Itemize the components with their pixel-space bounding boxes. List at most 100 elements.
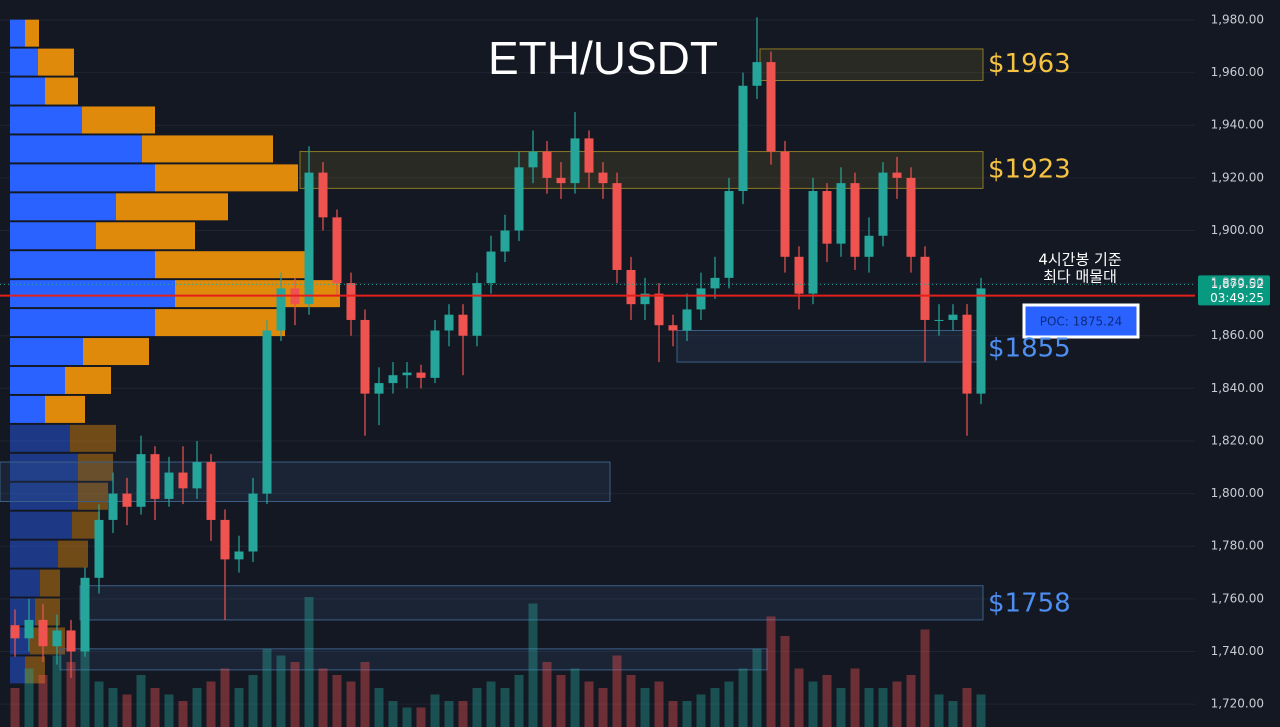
volume-bar bbox=[318, 668, 328, 727]
candle-body bbox=[66, 630, 76, 652]
candle-body bbox=[486, 251, 496, 284]
candle-body bbox=[626, 269, 636, 305]
profile-buy bbox=[10, 251, 155, 279]
profile-sell bbox=[78, 453, 113, 481]
profile-sell bbox=[83, 338, 149, 366]
candle-body bbox=[878, 172, 888, 236]
volume-bar bbox=[794, 668, 804, 727]
candle-body bbox=[528, 151, 538, 168]
profile-buy bbox=[10, 309, 155, 337]
candle-body bbox=[836, 183, 846, 244]
profile-buy bbox=[10, 656, 25, 684]
poc-label: POC: 1875.24 bbox=[1040, 315, 1123, 329]
profile-sell bbox=[45, 77, 78, 105]
volume-bar bbox=[290, 662, 300, 727]
volume-bar bbox=[780, 636, 790, 727]
volume-bar bbox=[220, 668, 230, 727]
volume-bar bbox=[402, 707, 412, 727]
candle-body bbox=[80, 577, 90, 652]
profile-buy bbox=[10, 222, 96, 250]
profile-buy bbox=[10, 193, 116, 221]
candle-body bbox=[346, 283, 356, 320]
y-tick-label: 1,940.00 bbox=[1211, 118, 1264, 132]
volume-bar bbox=[892, 681, 902, 727]
last-price-label: 1,879.52 bbox=[1211, 277, 1264, 291]
candle-body bbox=[374, 383, 384, 394]
candle-body bbox=[472, 283, 482, 336]
candle-body bbox=[318, 172, 328, 218]
volume-bar bbox=[766, 616, 776, 727]
volume-bar bbox=[584, 681, 594, 727]
volume-bar bbox=[374, 688, 384, 727]
level-label: $1758 bbox=[988, 589, 1071, 619]
profile-sell bbox=[116, 193, 228, 221]
volume-bar bbox=[52, 655, 62, 727]
volume-bar bbox=[164, 694, 174, 727]
volume-bar bbox=[206, 681, 216, 727]
level-label: $1963 bbox=[988, 49, 1071, 79]
profile-buy bbox=[10, 540, 58, 568]
candle-body bbox=[584, 138, 594, 173]
profile-buy bbox=[10, 77, 45, 105]
candle-body bbox=[178, 472, 188, 489]
profile-sell bbox=[38, 48, 74, 76]
volume-bar bbox=[178, 701, 188, 727]
profile-sell bbox=[58, 540, 88, 568]
volume-bar bbox=[430, 694, 440, 727]
candle-body bbox=[262, 330, 272, 494]
y-tick-label: 1,820.00 bbox=[1211, 433, 1264, 447]
volume-bar bbox=[654, 681, 664, 727]
candle-body bbox=[416, 372, 426, 378]
zone bbox=[0, 461, 611, 503]
profile-buy bbox=[10, 569, 40, 597]
candle-body bbox=[724, 191, 734, 278]
profile-sell bbox=[78, 482, 108, 510]
candle-body bbox=[122, 493, 132, 507]
candle-body bbox=[976, 288, 986, 394]
volume-bar bbox=[486, 681, 496, 727]
volume-bar bbox=[920, 629, 930, 727]
profile-buy bbox=[10, 19, 25, 47]
countdown-label: 03:49:25 bbox=[1210, 291, 1264, 305]
poc-note: 최다 매물대 bbox=[1043, 268, 1117, 286]
candle-body bbox=[332, 217, 342, 284]
y-tick-label: 1,800.00 bbox=[1211, 486, 1264, 500]
level-zone bbox=[79, 585, 984, 621]
volume-bar bbox=[738, 668, 748, 727]
candle-body bbox=[920, 256, 930, 320]
volume-bars bbox=[10, 597, 986, 727]
level-zone bbox=[676, 329, 984, 363]
volume-bar bbox=[66, 662, 76, 727]
candle-body bbox=[304, 172, 314, 305]
y-tick-label: 1,740.00 bbox=[1211, 644, 1264, 658]
volume-bar bbox=[850, 668, 860, 727]
volume-bar bbox=[822, 675, 832, 727]
candles bbox=[10, 17, 986, 678]
candle-body bbox=[864, 235, 874, 257]
candle-body bbox=[738, 85, 748, 192]
volume-bar bbox=[262, 649, 272, 727]
volume-bar bbox=[836, 688, 846, 727]
candle-body bbox=[402, 372, 412, 376]
candle-body bbox=[24, 619, 34, 639]
candle-body bbox=[934, 319, 944, 321]
candle-body bbox=[108, 493, 118, 520]
profile-buy bbox=[10, 48, 38, 76]
y-tick-label: 1,900.00 bbox=[1211, 223, 1264, 237]
volume-bar bbox=[878, 688, 888, 727]
volume-bar bbox=[234, 688, 244, 727]
candle-body bbox=[234, 551, 244, 560]
y-tick-label: 1,720.00 bbox=[1211, 697, 1264, 711]
profile-buy bbox=[10, 164, 155, 192]
profile-sell bbox=[65, 366, 111, 394]
profile-buy bbox=[10, 395, 45, 423]
poc-box bbox=[1022, 303, 1140, 339]
profile-sell bbox=[45, 395, 85, 423]
candle-body bbox=[612, 183, 622, 270]
volume-bar bbox=[906, 675, 916, 727]
volume-bar bbox=[976, 694, 986, 727]
profile-sell bbox=[155, 251, 305, 279]
candle-body bbox=[598, 172, 608, 184]
candle-body bbox=[892, 172, 902, 178]
